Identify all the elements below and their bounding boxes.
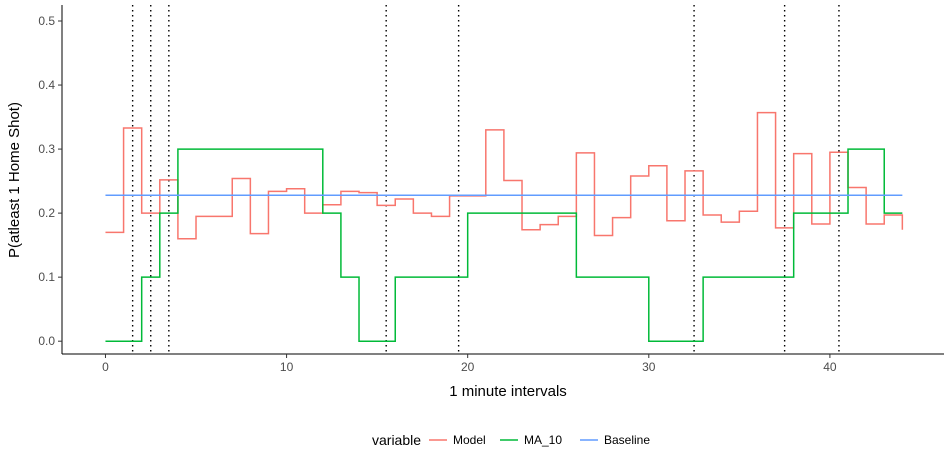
series-line-model [105, 111, 904, 240]
legend: variable Model MA_10 Baseline [372, 432, 650, 448]
legend-label-ma-10: MA_10 [524, 433, 562, 447]
ticks: 0 10 20 30 40 0.0 0.1 0.2 0.3 0.4 0.5 [38, 14, 837, 374]
axes [61, 5, 944, 355]
y-tick-label-3: 0.3 [38, 142, 55, 156]
x-axis-title: 1 minute intervals [449, 383, 567, 400]
y-tick-label-4: 0.4 [38, 78, 55, 92]
reference-lines [131, 5, 840, 354]
x-tick-label-4: 40 [823, 360, 837, 374]
y-tick-label-5: 0.5 [38, 14, 55, 28]
legend-title: variable [372, 432, 421, 448]
y-tick-label-0: 0.0 [38, 334, 55, 348]
x-tick-label-2: 20 [461, 360, 475, 374]
x-tick-label-0: 0 [102, 360, 109, 374]
y-tick-label-1: 0.1 [38, 270, 55, 284]
y-tick-label-2: 0.2 [38, 206, 55, 220]
x-tick-label-1: 10 [280, 360, 294, 374]
series-lines [105, 111, 904, 342]
legend-label-baseline: Baseline [604, 433, 650, 447]
x-tick-label-3: 30 [642, 360, 656, 374]
legend-label-model: Model [453, 433, 486, 447]
y-axis-title: P(atleast 1 Home Shot) [6, 102, 23, 258]
series-line-ma-10 [105, 148, 903, 342]
